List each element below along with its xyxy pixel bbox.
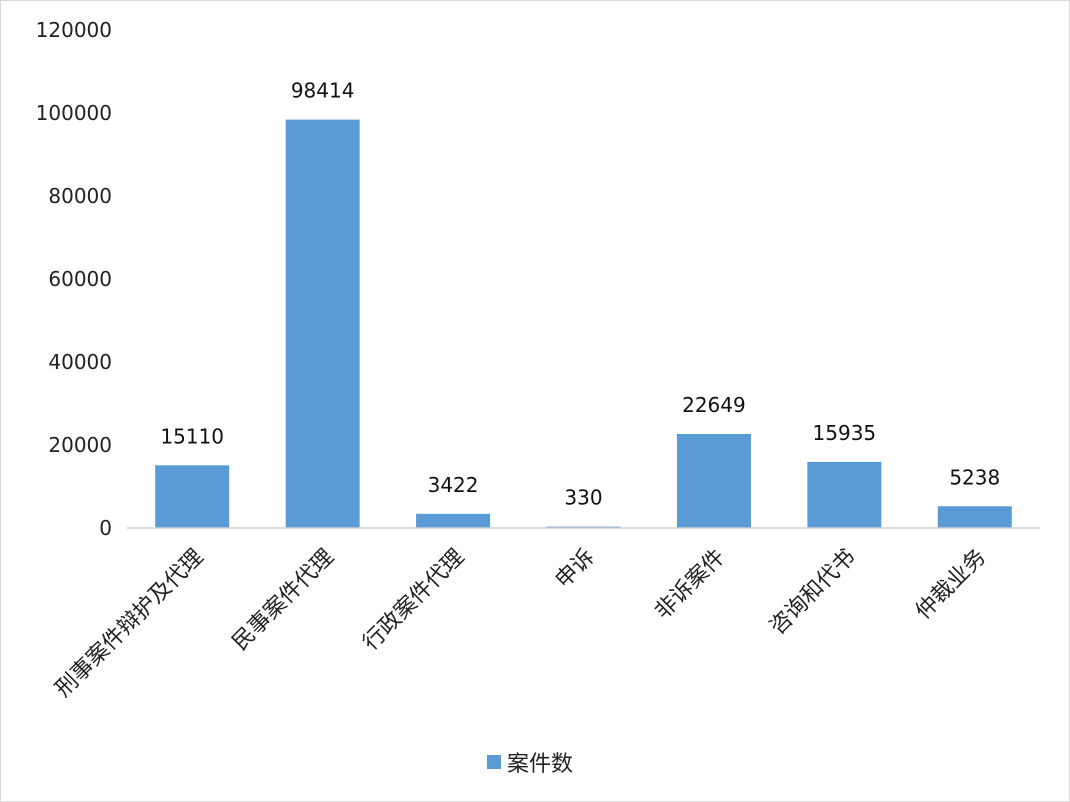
data-label: 22649 <box>682 393 746 417</box>
y-tick-label: 40000 <box>48 350 112 374</box>
y-tick-label: 100000 <box>36 101 112 125</box>
bar <box>155 465 230 528</box>
data-label: 3422 <box>428 473 479 497</box>
legend-label: 案件数 <box>507 752 573 777</box>
y-tick-label: 60000 <box>48 267 112 291</box>
data-label: 330 <box>564 486 602 510</box>
y-tick-label: 80000 <box>48 184 112 208</box>
y-tick-label: 20000 <box>48 433 112 457</box>
data-label: 15935 <box>813 421 877 445</box>
bar <box>937 506 1012 528</box>
bar <box>285 119 360 528</box>
data-label: 98414 <box>291 79 355 103</box>
bar <box>416 513 491 528</box>
bar <box>676 434 751 528</box>
legend-swatch <box>487 755 501 769</box>
y-tick-label: 120000 <box>36 18 112 42</box>
y-tick-label: 0 <box>99 516 112 540</box>
data-label: 15110 <box>160 424 224 448</box>
bar <box>807 461 882 528</box>
legend: 案件数 <box>487 752 573 777</box>
data-label: 5238 <box>949 465 1000 489</box>
